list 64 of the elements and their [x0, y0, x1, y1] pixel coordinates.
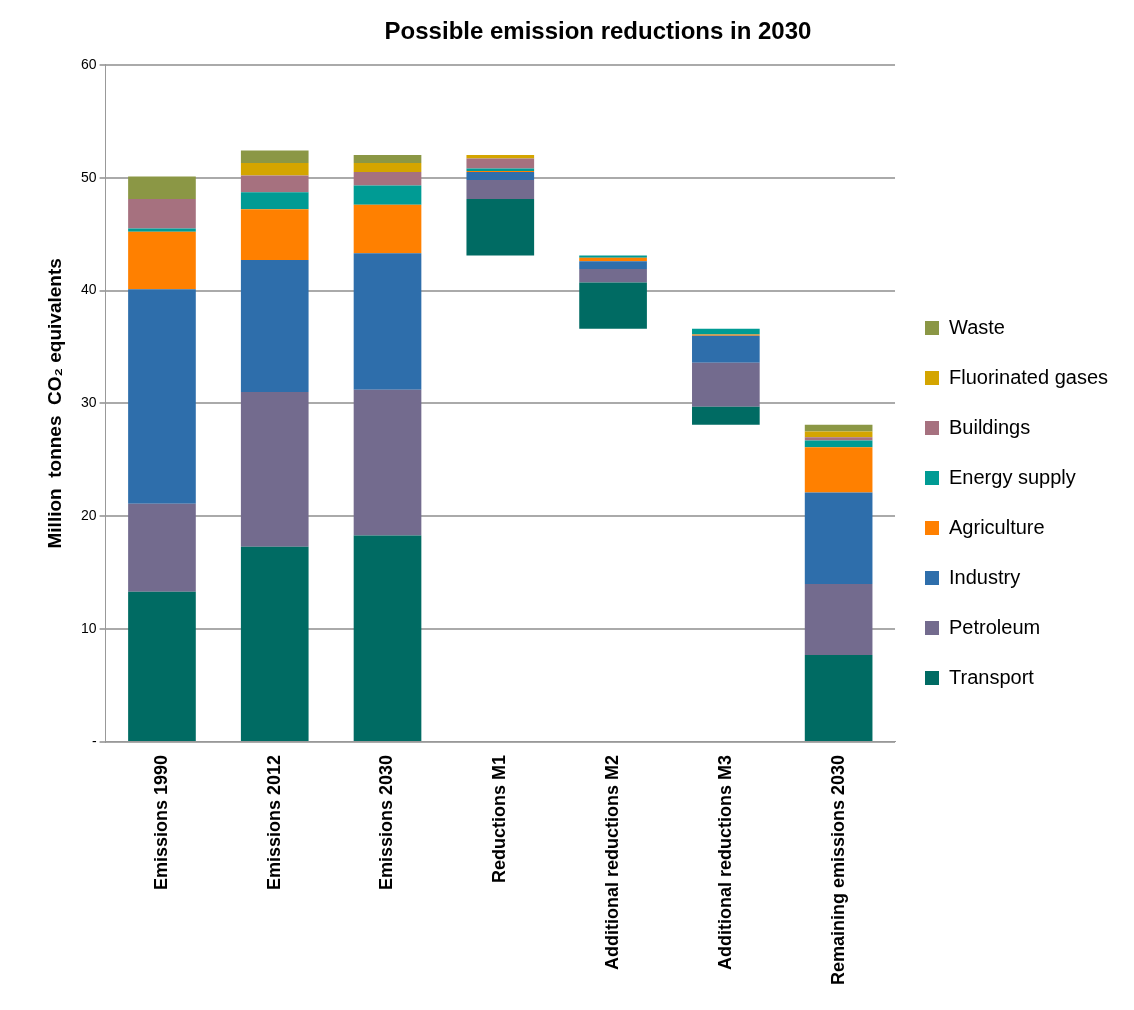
- x-tick-label: Reductions M1: [489, 754, 510, 883]
- legend-label: Energy supply: [949, 465, 1076, 488]
- bar: [353, 155, 422, 163]
- bar: [579, 269, 647, 283]
- bar: [353, 162, 422, 173]
- y-tick-label: 20: [80, 507, 97, 524]
- legend-label: Waste: [949, 315, 1005, 338]
- bar: [128, 228, 196, 232]
- bar: [128, 591, 196, 741]
- x-tick-label: Emissions 2012: [263, 754, 284, 890]
- y-tick-label: 10: [80, 619, 97, 636]
- chart-title: Possible emission reductions in 2030: [384, 17, 812, 45]
- y-tick-label: -: [91, 732, 97, 749]
- bar: [466, 179, 535, 200]
- bar: [353, 253, 422, 390]
- bar: [353, 389, 422, 536]
- bar: [579, 282, 647, 329]
- bar: [240, 192, 309, 210]
- bar: [240, 546, 309, 741]
- x-tick-label: Emissions 2030: [376, 754, 397, 890]
- bar: [466, 158, 535, 169]
- bar: [128, 503, 196, 592]
- bar: [692, 406, 760, 425]
- x-tick-label: Emissions 1990: [150, 754, 171, 890]
- y-tick-label: 50: [80, 168, 97, 185]
- bar: [466, 199, 535, 256]
- bar: [128, 176, 196, 200]
- y-tick-label: 40: [80, 281, 97, 298]
- bar: [804, 655, 873, 741]
- y-tick-label: 60: [80, 55, 97, 72]
- legend-label: Industry: [949, 565, 1021, 588]
- legend-label: Buildings: [949, 415, 1031, 438]
- bar: [240, 392, 309, 547]
- bar: [240, 260, 309, 393]
- x-tick-label: Remaining emissions 2030: [827, 754, 848, 986]
- bar: [240, 150, 309, 163]
- bar: [353, 204, 422, 254]
- y-tick-label: 30: [80, 394, 97, 411]
- bar: [804, 437, 873, 441]
- bar: [804, 447, 873, 493]
- bar: [804, 424, 873, 432]
- legend-label: Agriculture: [949, 515, 1045, 538]
- bar: [804, 583, 873, 656]
- legend-label: Petroleum: [949, 615, 1041, 638]
- bar: [579, 261, 647, 270]
- bar: [353, 535, 422, 741]
- legend-label: Transport: [949, 665, 1035, 688]
- y-axis-title: Million tonnes CO₂ equivalents: [44, 258, 66, 549]
- bar: [128, 231, 196, 290]
- x-tick-label: Additional reductions M3: [714, 754, 735, 970]
- bar: [692, 362, 760, 407]
- bar: [128, 199, 196, 229]
- x-tick-label: Additional reductions M2: [602, 754, 623, 970]
- bar: [128, 289, 196, 504]
- bar: [692, 328, 760, 335]
- bar: [804, 492, 873, 584]
- bar: [353, 185, 422, 205]
- legend-label: Fluorinated gases: [949, 365, 1108, 388]
- bar: [240, 162, 309, 176]
- bar: [240, 175, 309, 193]
- bar: [466, 172, 535, 180]
- bar: [353, 172, 422, 186]
- bar: [240, 209, 309, 261]
- bar: [692, 335, 760, 363]
